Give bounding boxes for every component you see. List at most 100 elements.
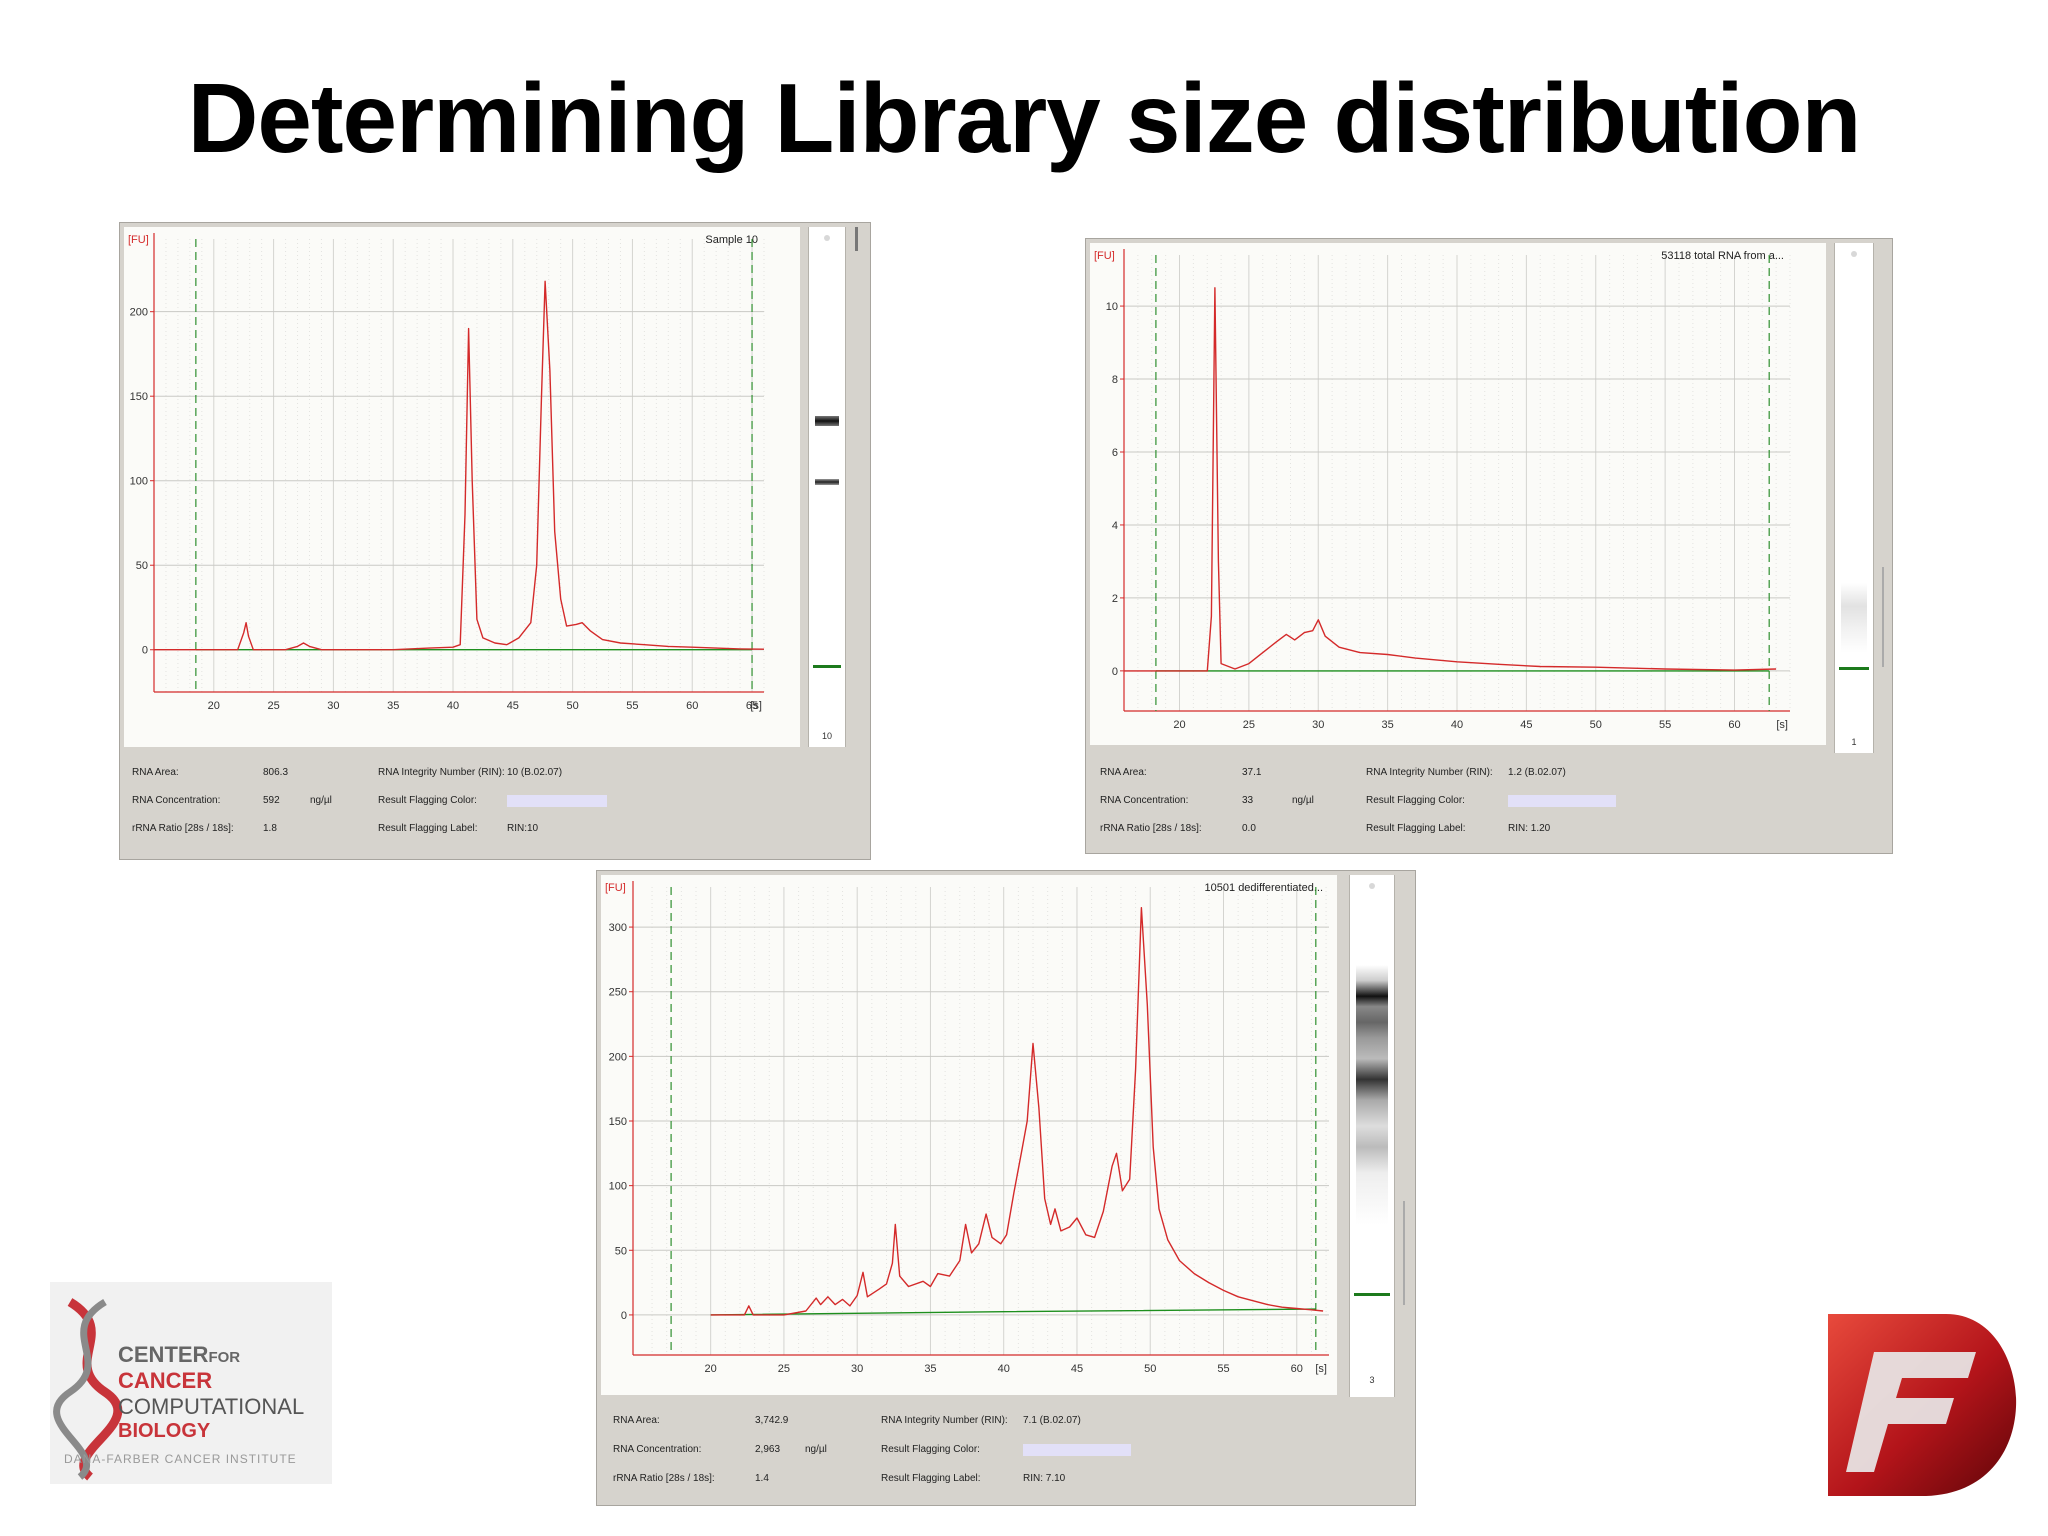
rna-area-value: 806.3	[263, 767, 289, 778]
flag-label-value: RIN: 1.20	[1508, 823, 1551, 834]
x-tick-label: 50	[1144, 1363, 1156, 1375]
x-tick-label: 65	[746, 700, 758, 712]
flag-label-label: Result Flagging Label:	[378, 823, 478, 834]
rrna-ratio-label: rRNA Ratio [28s / 18s]:	[613, 1473, 715, 1484]
rna-concentration-label: RNA Concentration:	[613, 1444, 702, 1455]
rna-concentration-value: 2,963	[755, 1444, 781, 1455]
y-tick-label: 0	[1112, 666, 1118, 678]
x-unit-label: [s]	[750, 700, 762, 712]
info-table: RNA Area: 37.1 RNA Concentration: 33 ng/…	[1100, 759, 1880, 849]
x-tick-label: 55	[1659, 719, 1671, 731]
x-tick-label: 60	[686, 700, 698, 712]
y-tick-label: 200	[130, 307, 148, 319]
gel-lower-marker	[1839, 667, 1869, 670]
x-unit-label: [s]	[1315, 1363, 1327, 1375]
logo-line-cancer: CANCER	[118, 1368, 213, 1393]
x-tick-label: 50	[567, 700, 579, 712]
electropherogram-plot: 20 25 30 35 40 45 50 55 60 65 0 50 100 150 200 [FU] [s] S…	[124, 227, 800, 747]
sample-label: 53118 total RNA from a...	[1661, 250, 1784, 262]
flag-label-label: Result Flagging Label:	[881, 1473, 981, 1484]
x-tick-label: 25	[1243, 719, 1255, 731]
gel-lane-number: 10	[821, 731, 832, 741]
logo-line-computational: COMPUTATIONAL	[118, 1394, 305, 1419]
gel-lane: 3	[1349, 875, 1395, 1397]
info-table: RNA Area: 3,742.9 RNA Concentration: 2,9…	[613, 1405, 1403, 1499]
flag-color-label: Result Flagging Color:	[378, 795, 477, 806]
flag-color-label: Result Flagging Color:	[881, 1444, 980, 1455]
fluorescence-trace	[710, 907, 1324, 1316]
logo-line-for-text: FOR	[208, 1349, 241, 1366]
x-tick-label: 60	[1728, 719, 1740, 731]
gel-well-icon	[1369, 883, 1375, 889]
x-tick-label: 30	[327, 700, 339, 712]
gel-lower-marker	[1354, 1293, 1390, 1296]
rin-value: 7.1 (B.02.07)	[1023, 1415, 1081, 1426]
y-tick-label: 150	[130, 391, 148, 403]
gel-band-18s	[815, 479, 839, 485]
y-tick-label: 50	[136, 560, 148, 572]
electropherogram-panel-53118: 20 25 30 35 40 45 50 55 60 0 2 4 6 8 10 [FU] [s] 53118 to…	[1085, 238, 1893, 854]
dna-helix-icon	[53, 1298, 123, 1481]
y-tick-label: 300	[609, 922, 627, 934]
x-tick-label: 35	[1382, 719, 1394, 731]
gel-lane-number: 1	[1851, 737, 1857, 747]
electropherogram-chart: 20 25 30 35 40 45 50 55 60 0 50 100 150 200 250 300 [FU]…	[605, 881, 1329, 1375]
y-tick-label: 50	[615, 1245, 627, 1257]
electropherogram-plot: 20 25 30 35 40 45 50 55 60 0 2 4 6 8 10 [FU] [s] 53118 to…	[1090, 243, 1826, 745]
electropherogram-plot: 20 25 30 35 40 45 50 55 60 0 50 100 150 200 250 300 [FU]…	[601, 875, 1337, 1395]
y-tick-label: 100	[609, 1181, 627, 1193]
x-tick-label: 45	[1071, 1363, 1083, 1375]
scrollbar-handle[interactable]	[1882, 567, 1884, 667]
logo-line-center-text: CENTER	[118, 1342, 209, 1367]
y-tick-label: 0	[621, 1310, 627, 1322]
rna-area-label: RNA Area:	[1100, 767, 1147, 778]
electropherogram-chart: 20 25 30 35 40 45 50 55 60 65 0 50 100 150 200 [FU] [s] S…	[128, 233, 765, 712]
gel-lower-marker	[813, 665, 841, 668]
fluorescence-trace	[154, 280, 765, 651]
rna-concentration-value: 592	[263, 795, 280, 806]
rna-area-value: 37.1	[1242, 767, 1262, 778]
rrna-ratio-label: rRNA Ratio [28s / 18s]:	[1100, 823, 1202, 834]
rna-concentration-unit: ng/µl	[805, 1444, 827, 1455]
rna-concentration-value: 33	[1242, 795, 1254, 806]
x-tick-label: 60	[1291, 1363, 1303, 1375]
x-tick-label: 50	[1590, 719, 1602, 731]
rna-area-value: 3,742.9	[755, 1415, 789, 1426]
rrna-ratio-value: 1.8	[263, 823, 277, 834]
x-unit-label: [s]	[1776, 719, 1788, 731]
gel-lane: 10	[808, 227, 846, 747]
x-tick-label: 25	[267, 700, 279, 712]
x-tick-label: 20	[705, 1363, 717, 1375]
y-tick-label: 8	[1112, 374, 1118, 386]
rin-value: 10 (B.02.07)	[507, 767, 563, 778]
flag-color-swatch	[507, 795, 607, 807]
flag-label-value: RIN:10	[507, 823, 539, 834]
y-tick-label: 6	[1112, 447, 1118, 459]
logo-line-biology: BIOLOGY	[118, 1420, 211, 1442]
x-tick-label: 40	[447, 700, 459, 712]
scrollbar-handle[interactable]	[855, 227, 858, 251]
electropherogram-chart: 20 25 30 35 40 45 50 55 60 0 2 4 6 8 10 [FU] [s] 53118 to…	[1094, 249, 1791, 731]
electropherogram-panel-10501: 20 25 30 35 40 45 50 55 60 0 50 100 150 200 250 300 [FU]…	[596, 870, 1416, 1506]
y-tick-label: 100	[130, 476, 148, 488]
fluorescence-trace	[1124, 287, 1777, 672]
gel-band-smear	[1841, 583, 1867, 653]
x-tick-label: 45	[1520, 719, 1532, 731]
f-emblem-icon: F	[1726, 1211, 2017, 1496]
scrollbar-handle[interactable]	[1403, 1201, 1405, 1305]
y-tick-label: 0	[142, 645, 148, 657]
rna-concentration-label: RNA Concentration:	[1100, 795, 1189, 806]
rin-label: RNA Integrity Number (RIN):	[378, 767, 505, 778]
x-tick-label: 35	[924, 1363, 936, 1375]
x-tick-label: 30	[1312, 719, 1324, 731]
x-tick-label: 40	[998, 1363, 1010, 1375]
rrna-ratio-value: 1.4	[755, 1473, 769, 1484]
flag-label-label: Result Flagging Label:	[1366, 823, 1466, 834]
y-tick-label: 200	[609, 1051, 627, 1063]
y-tick-label: 250	[609, 987, 627, 999]
electropherogram-panel-sample-10: 20 25 30 35 40 45 50 55 60 65 0 50 100 150 200 [FU] [s] S…	[119, 222, 871, 860]
x-tick-label: 35	[387, 700, 399, 712]
rna-concentration-unit: ng/µl	[1292, 795, 1314, 806]
center-for-cancer-computational-biology-logo: CENTERFOR CANCER COMPUTATIONAL BIOLOGY D…	[50, 1282, 332, 1484]
y-unit-label: [FU]	[128, 234, 149, 246]
